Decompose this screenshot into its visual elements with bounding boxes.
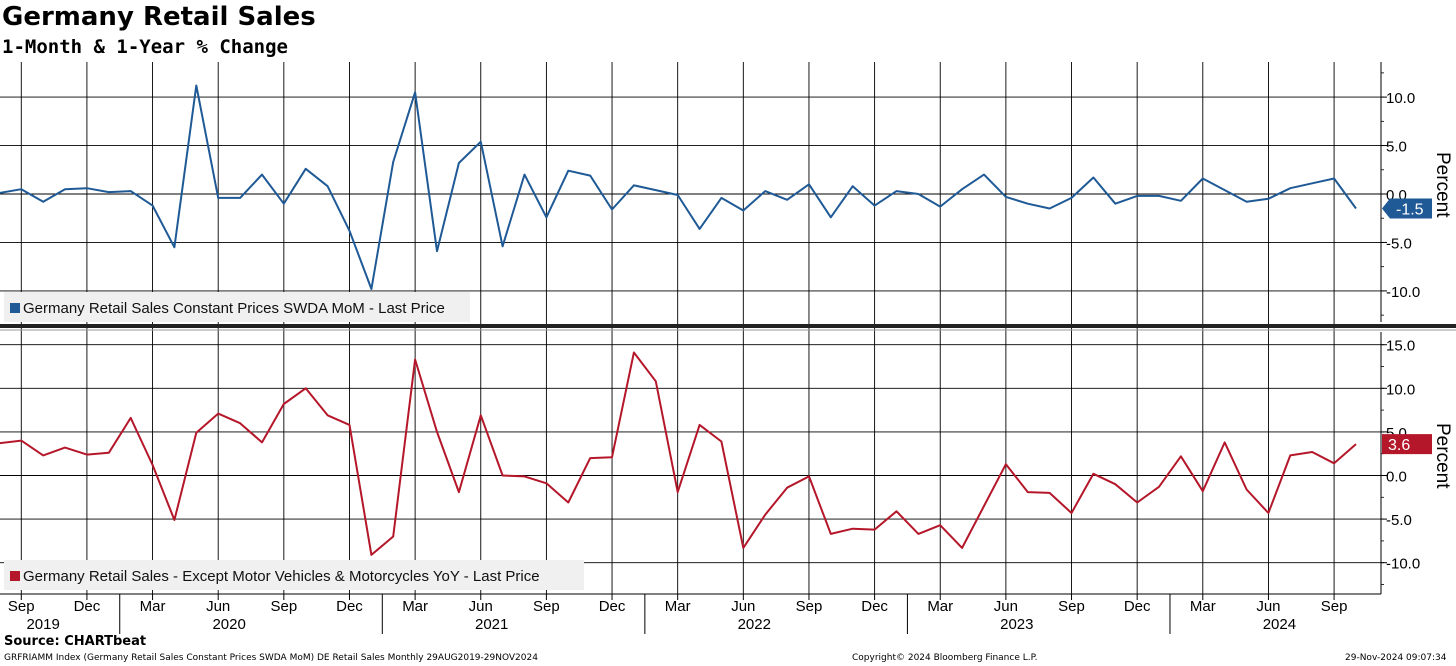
x-month-label: Sep	[796, 598, 823, 615]
y-tick-label: -10.0	[1386, 284, 1420, 301]
x-month-label: Mar	[927, 598, 953, 615]
y-tick-label: -5.0	[1386, 512, 1412, 529]
footer-timestamp: 29-Nov-2024 09:07:34	[1345, 653, 1447, 663]
x-month-label: Mar	[1190, 598, 1216, 615]
y-tick-label: -5.0	[1386, 235, 1412, 252]
x-month-label: Sep	[533, 598, 560, 615]
source-note: Source: CHARTbeat	[4, 634, 147, 649]
legend-swatch	[10, 303, 20, 313]
x-month-label: Jun	[206, 598, 230, 615]
y-tick-label: 10.0	[1386, 381, 1415, 398]
last-value-tag: 3.6	[1382, 434, 1432, 455]
series-line	[0, 84, 1357, 290]
panel-separator	[0, 324, 1456, 328]
y-tick-label: 5.0	[1386, 139, 1407, 156]
chart-subtitle: 1-Month & 1-Year % Change	[2, 36, 288, 58]
x-month-label: Jun	[994, 598, 1018, 615]
x-year-label: 2020	[212, 616, 245, 633]
last-value-label: 3.6	[1388, 437, 1410, 454]
x-month-label: Dec	[336, 598, 363, 615]
x-month-label: Dec	[1124, 598, 1151, 615]
x-month-label: Mar	[140, 598, 166, 615]
last-value-label: -1.5	[1396, 202, 1424, 219]
x-year-label: 2019	[26, 616, 59, 633]
x-month-label: Dec	[74, 598, 101, 615]
x-month-label: Dec	[861, 598, 888, 615]
series-line	[0, 351, 1357, 556]
legend-label: Germany Retail Sales Constant Prices SWD…	[23, 300, 445, 317]
y-tick-label: 0.0	[1386, 469, 1407, 486]
panel-yoy: 15.010.05.00.0-5.0-10.0Percent3.6Germany…	[0, 332, 1453, 594]
y-tick-label: 15.0	[1386, 338, 1415, 355]
x-month-label: Jun	[731, 598, 755, 615]
x-month-label: Sep	[8, 598, 35, 615]
legend: Germany Retail Sales Constant Prices SWD…	[4, 292, 470, 322]
x-year-label: 2022	[738, 616, 771, 633]
legend-box	[4, 560, 584, 590]
footer-index-note: GRFRIAMM Index (Germany Retail Sales Con…	[4, 653, 538, 663]
x-month-label: Sep	[270, 598, 297, 615]
x-month-label: Sep	[1058, 598, 1085, 615]
x-year-label: 2023	[1000, 616, 1033, 633]
y-axis-title: Percent	[1432, 423, 1453, 489]
legend-swatch	[10, 571, 20, 581]
x-month-label: Jun	[469, 598, 493, 615]
y-tick-label: -10.0	[1386, 556, 1420, 573]
x-month-label: Sep	[1321, 598, 1348, 615]
x-month-label: Jun	[1256, 598, 1280, 615]
legend-box	[4, 292, 470, 322]
x-month-label: Dec	[599, 598, 626, 615]
y-axis-title: Percent	[1432, 152, 1453, 218]
last-value-tag: -1.5	[1382, 198, 1432, 219]
legend-label: Germany Retail Sales - Except Motor Vehi…	[23, 568, 540, 585]
x-month-label: Mar	[665, 598, 691, 615]
legend: Germany Retail Sales - Except Motor Vehi…	[4, 560, 584, 590]
x-year-label: 2024	[1263, 616, 1296, 633]
y-tick-label: 10.0	[1386, 90, 1415, 107]
x-year-label: 2021	[475, 616, 508, 633]
chart-title: Germany Retail Sales	[2, 2, 316, 32]
last-value-badge	[1382, 434, 1432, 455]
footer-copyright: Copyright© 2024 Bloomberg Finance L.P.	[852, 653, 1038, 663]
last-value-badge	[1382, 198, 1432, 219]
x-month-label: Mar	[402, 598, 428, 615]
